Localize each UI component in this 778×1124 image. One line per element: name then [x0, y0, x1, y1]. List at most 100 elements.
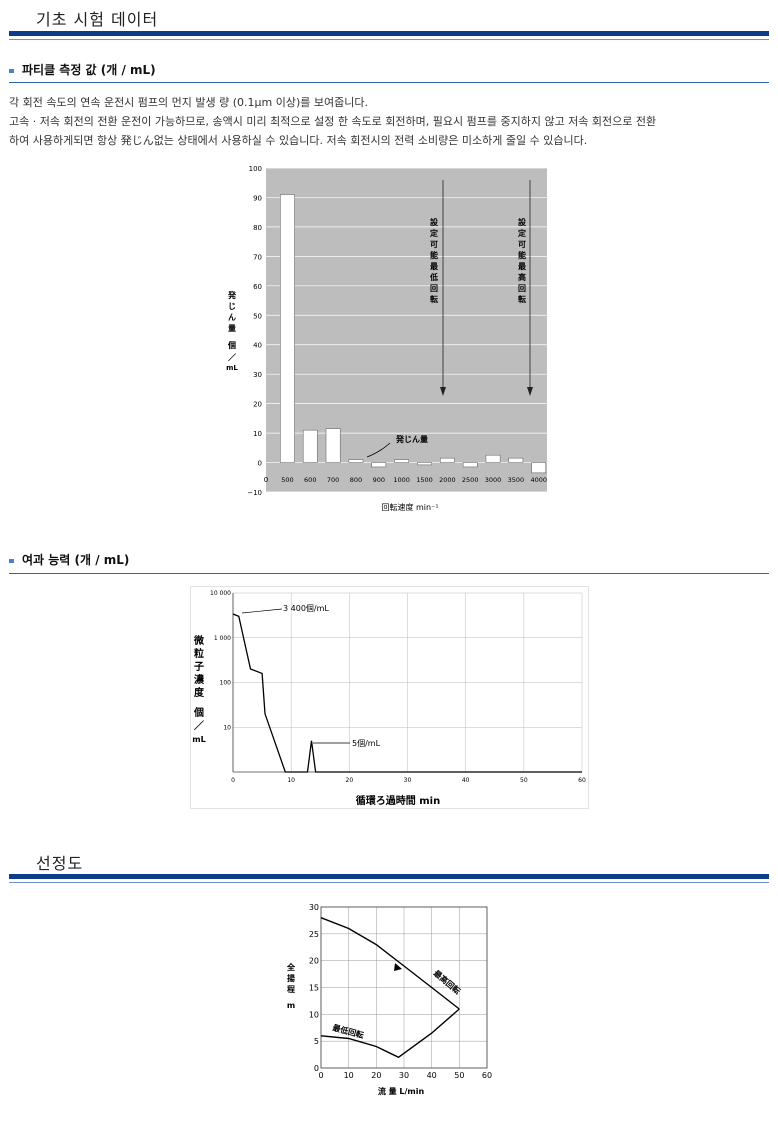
svg-text:mL: mL: [226, 364, 238, 372]
x-axis-label: 回転速度 min⁻¹: [381, 502, 438, 512]
y-tick-label: 70: [253, 253, 262, 261]
chart-frame: [190, 586, 589, 809]
svg-text:定: 定: [517, 228, 526, 238]
subheading-underline: [9, 573, 769, 574]
bullet-icon: [9, 558, 14, 563]
x-tick-label: 40: [462, 777, 470, 784]
particle-heading-text: 파티클 측정 값 (개 / mL): [22, 63, 156, 77]
svg-text:転: 転: [518, 294, 526, 304]
svg-text:度: 度: [194, 686, 205, 699]
svg-text:回: 回: [430, 284, 438, 293]
bar: [371, 462, 387, 468]
x-tick-label: 2500: [462, 476, 479, 484]
x-tick-label: 900: [373, 476, 385, 484]
x-tick-label: 60: [578, 777, 586, 784]
y-tick-label: −10: [247, 489, 262, 497]
y-tick-label: 0: [258, 460, 262, 468]
y-tick-label: 15: [309, 984, 319, 993]
svg-text:微: 微: [193, 634, 205, 647]
annotation-leader: [241, 608, 283, 614]
svg-text:量: 量: [228, 323, 236, 333]
svg-text:程: 程: [287, 984, 295, 994]
peak-annotation: 3 400個/mL: [283, 603, 329, 613]
y-tick-label: 10: [309, 1010, 319, 1019]
x-tick-label: 500: [281, 476, 293, 484]
x-tick-label: 800: [350, 476, 362, 484]
x-tick-label: 20: [371, 1071, 381, 1080]
min-rotation-curve: [320, 1008, 460, 1059]
y-tick-label: 10: [223, 724, 231, 731]
x-tick-label: 60: [482, 1071, 492, 1080]
svg-text:mL: mL: [192, 735, 205, 744]
y-axis-label: 微粒子 濃度 個／ mL: [192, 634, 205, 744]
svg-text:最: 最: [430, 261, 439, 271]
svg-text:能: 能: [430, 250, 438, 260]
bar: [302, 429, 318, 463]
bar: [440, 457, 455, 463]
filtration-heading-text: 여과 능력 (개 / mL): [22, 553, 130, 567]
bar: [531, 462, 547, 474]
particle-heading: 파티클 측정 값 (개 / mL): [9, 61, 156, 78]
y-tick-label: 50: [253, 312, 262, 320]
bullet-icon: [9, 68, 14, 73]
svg-text:全: 全: [286, 962, 296, 972]
y-tick-label: 1 000: [214, 635, 231, 642]
description-line: 각 회전 속도의 연속 운전시 펌프의 먼지 발생 량 (0.1μm 이상)를 …: [9, 96, 368, 109]
svg-text:濃: 濃: [194, 673, 205, 686]
section-divider: [9, 31, 769, 40]
svg-text:／: ／: [228, 352, 236, 362]
svg-text:可: 可: [518, 240, 526, 249]
y-tick-label: 80: [253, 224, 262, 232]
x-tick-label: 2000: [439, 476, 456, 484]
y-tick-label: 5: [314, 1037, 319, 1046]
x-tick-label: 4000: [530, 476, 547, 484]
x-tick-label: 30: [404, 777, 412, 784]
y-tick-label: 40: [253, 342, 262, 350]
bar: [485, 454, 501, 463]
arrow-max-head: [527, 387, 533, 396]
y-tick-label: 100: [220, 680, 232, 687]
x-axis-label: 流 量 L/min: [378, 1086, 425, 1096]
svg-text:高: 高: [518, 272, 526, 282]
description-line: 하여 사용하게되면 항상 発じん없는 상태에서 사용하실 수 있습니다. 저속 …: [9, 134, 588, 147]
bar: [348, 459, 364, 463]
svg-text:個: 個: [193, 706, 204, 719]
spike-annotation: 5個/mL: [352, 738, 381, 748]
particle-description: 각 회전 속도의 연속 운전시 펌프의 먼지 발생 량 (0.1μm 이상)를 …: [9, 93, 774, 150]
y-tick-label: 30: [309, 903, 319, 912]
section-title-basic: 기초 시험 데이터: [36, 10, 159, 29]
x-tick-label: 3500: [508, 476, 525, 484]
svg-text:発: 発: [227, 290, 237, 300]
y-tick-label: 20: [253, 401, 262, 409]
y-tick-label: 30: [253, 371, 262, 379]
section-title-selection: 선정도: [36, 854, 84, 873]
arrow-min-head: [440, 387, 446, 396]
svg-text:設: 設: [430, 217, 439, 227]
x-tick-label: 3000: [485, 476, 502, 484]
description-line: 고속 · 저속 회전의 전환 운전이 가능하므로, 송액시 미리 최적으로 설정…: [9, 115, 657, 128]
svg-text:個: 個: [227, 340, 236, 350]
x-tick-label: 10: [287, 777, 295, 784]
filtration-line-chart: 10 000 1 000 100 10 0 10 20 30 40 50 60 微粒子 濃度 個／…: [190, 586, 589, 809]
x-tick-label: 700: [327, 476, 339, 484]
plot-frame: [320, 906, 488, 1069]
vertical-annotation-max: 設定可 能最高 回転: [517, 217, 527, 304]
x-tick-label: 20: [346, 777, 354, 784]
svg-text:／: ／: [194, 719, 204, 732]
x-tick-label: 0: [318, 1071, 323, 1080]
y-tick-label: 20: [309, 957, 319, 966]
svg-text:可: 可: [430, 240, 438, 249]
y-axis-label: 発 じ ん 量 個 ／ mL: [226, 290, 238, 372]
y-tick-label: 90: [253, 194, 262, 202]
svg-text:m: m: [287, 1001, 295, 1010]
x-start-label: 0: [264, 476, 268, 484]
section-divider: [9, 874, 769, 883]
vertical-annotation-min: 設定可 能最低 回転: [429, 217, 439, 304]
subheading-underline: [9, 82, 769, 83]
bar: [280, 194, 295, 463]
bar: [508, 457, 524, 463]
svg-text:揚: 揚: [287, 973, 295, 983]
direction-arrow-icon: [394, 963, 402, 971]
x-axis-label: 循環ろ過時間 min: [356, 794, 440, 807]
